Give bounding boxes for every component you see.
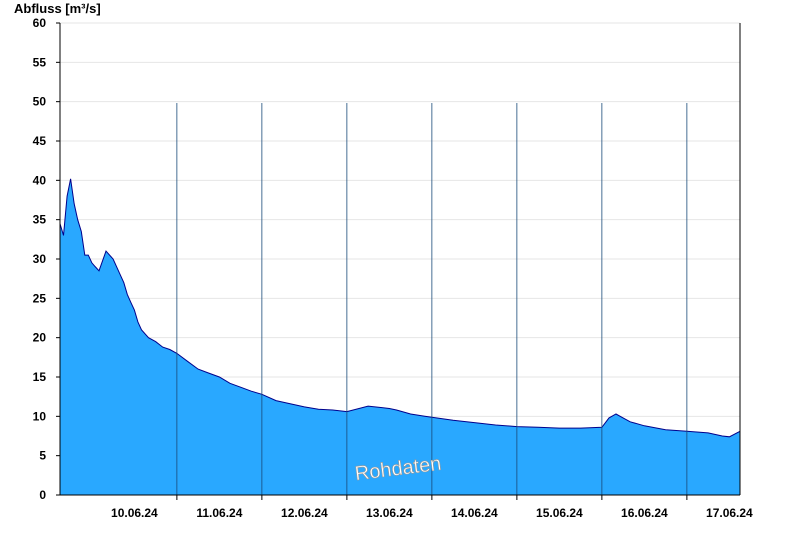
y-tick-labels: 0 5 10 15 20 25 30 35 40 45 50 55 60 <box>33 16 60 502</box>
x-tick-label: 12.06.24 <box>281 506 328 520</box>
x-tick-label: 13.06.24 <box>366 506 413 520</box>
x-tick-label: 17.06.24 <box>706 506 753 520</box>
discharge-line <box>59 178 741 438</box>
x-tick-labels: 10.06.24 11.06.24 12.06.24 13.06.24 14.06.24… <box>111 495 753 520</box>
data-area <box>59 178 741 496</box>
y-tick-label: 20 <box>33 331 47 345</box>
x-tick-label: 11.06.24 <box>196 506 242 520</box>
x-tick-label: 16.06.24 <box>621 506 668 520</box>
y-tick-label: 15 <box>33 370 47 384</box>
discharge-area <box>60 178 740 496</box>
x-tick-label: 10.06.24 <box>111 506 158 520</box>
y-tick-label: 55 <box>33 55 47 69</box>
y-tick-label: 40 <box>33 173 47 187</box>
y-tick-label: 50 <box>33 95 47 109</box>
y-tick-label: 30 <box>33 252 47 266</box>
y-tick-label: 45 <box>33 134 47 148</box>
x-tick-label: 14.06.24 <box>451 506 498 520</box>
x-tick-label: 15.06.24 <box>536 506 583 520</box>
y-tick-label: 10 <box>33 409 47 423</box>
y-tick-label: 35 <box>33 213 47 227</box>
day-separators <box>176 103 688 495</box>
y-tick-label: 0 <box>39 488 46 502</box>
y-tick-label: 25 <box>33 291 47 305</box>
y-tick-label: 60 <box>33 16 47 30</box>
y-tick-label: 5 <box>39 449 46 463</box>
y-axis-label: Abfluss [m³/s] <box>14 1 101 16</box>
